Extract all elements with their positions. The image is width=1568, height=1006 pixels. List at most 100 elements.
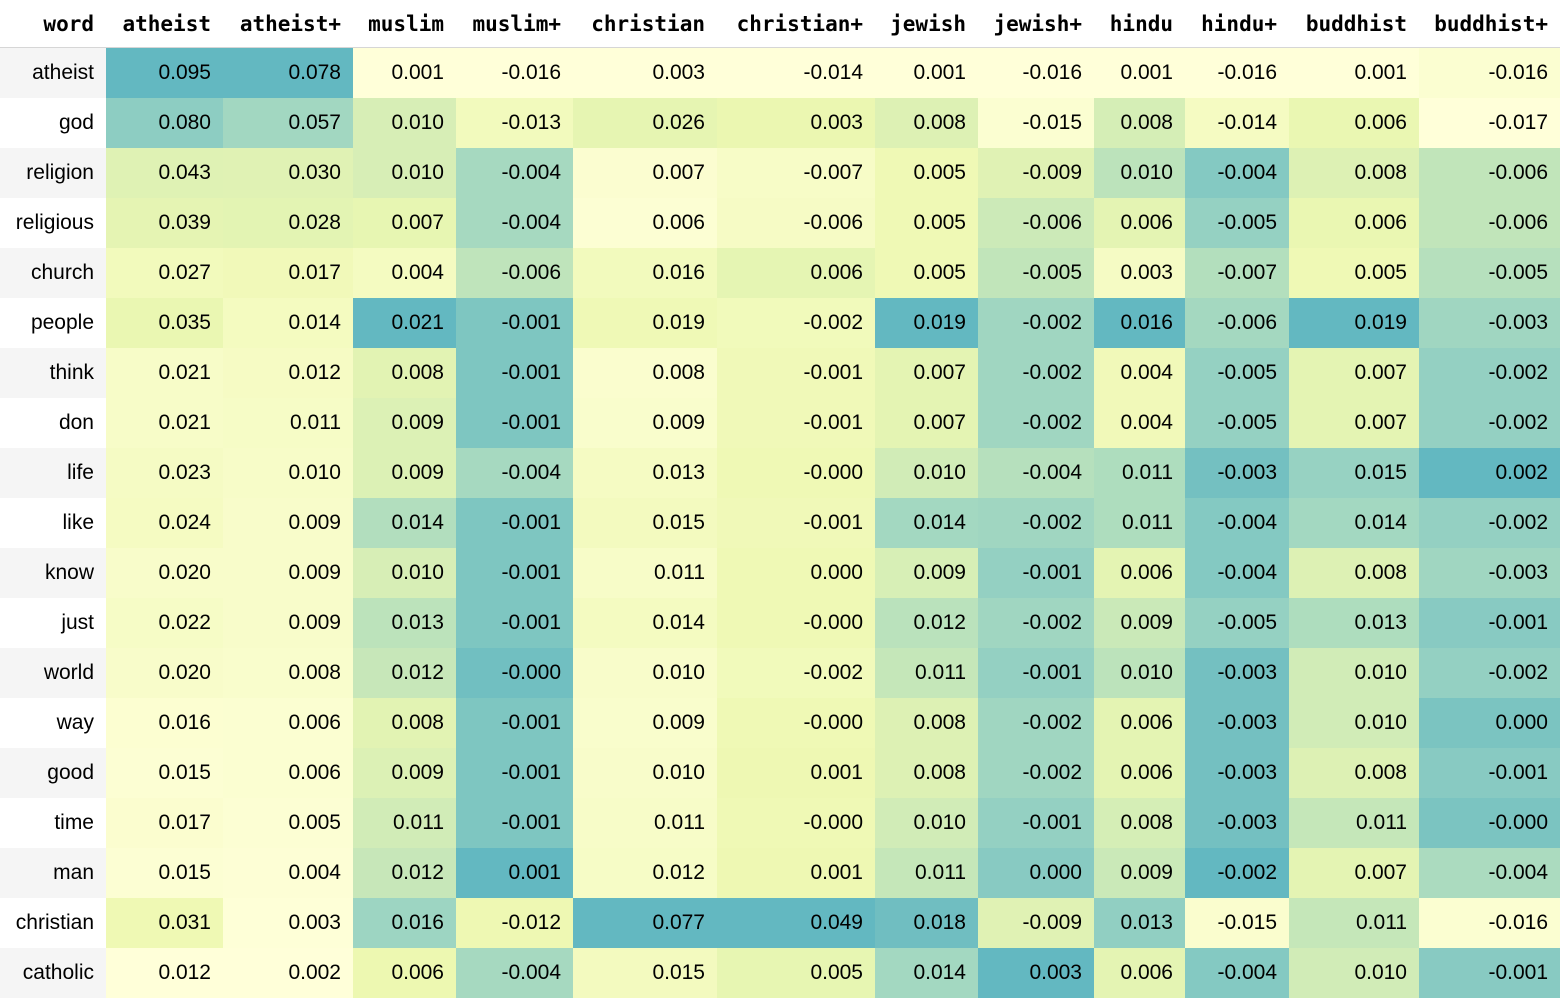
table-cell: 0.006 [223,698,353,748]
table-cell: -0.001 [978,548,1094,598]
table-cell: 0.014 [1289,498,1419,548]
row-label: time [0,798,106,848]
table-cell: 0.009 [573,698,717,748]
table-cell: 0.013 [1094,898,1185,948]
table-cell: -0.003 [1185,698,1289,748]
table-cell: 0.001 [456,848,573,898]
row-label: don [0,398,106,448]
table-row: way 0.016 0.006 0.008 -0.001 0.009 -0.000 0.008… [0,698,1560,748]
table-cell: 0.002 [1419,448,1560,498]
table-cell: 0.015 [573,498,717,548]
table-cell: -0.003 [1185,748,1289,798]
table-cell: 0.006 [353,948,456,998]
table-cell: 0.012 [106,948,223,998]
table-cell: 0.012 [353,648,456,698]
table-row: life 0.023 0.010 0.009 -0.004 0.013 -0.000 0.01… [0,448,1560,498]
table-cell: 0.014 [353,498,456,548]
table-cell: 0.010 [1289,948,1419,998]
table-cell: 0.008 [1094,798,1185,848]
table-cell: 0.003 [978,948,1094,998]
table-cell: -0.002 [717,648,875,698]
table-cell: -0.016 [1185,47,1289,98]
table-cell: 0.049 [717,898,875,948]
table-cell: 0.005 [1289,248,1419,298]
row-label: way [0,698,106,748]
table-cell: 0.008 [1094,98,1185,148]
table-cell: -0.004 [456,198,573,248]
table-cell: 0.078 [223,47,353,98]
column-header-muslim-plus: muslim+ [456,0,573,48]
table-cell: -0.004 [1419,848,1560,898]
table-cell: -0.004 [1185,548,1289,598]
table-cell: -0.004 [978,448,1094,498]
table-cell: -0.000 [717,698,875,748]
table-cell: 0.008 [223,648,353,698]
column-header-jewish: jewish [875,0,978,48]
table-cell: 0.019 [573,298,717,348]
table-cell: 0.043 [106,148,223,198]
column-header-christian-plus: christian+ [717,0,875,48]
table-cell: -0.005 [978,248,1094,298]
table-cell: -0.002 [1419,648,1560,698]
table-cell: 0.026 [573,98,717,148]
table-cell: 0.000 [1419,698,1560,748]
table-cell: 0.009 [353,398,456,448]
table-cell: 0.008 [875,98,978,148]
row-label: man [0,848,106,898]
table-cell: 0.010 [875,798,978,848]
table-cell: -0.002 [978,498,1094,548]
table-cell: 0.021 [353,298,456,348]
table-cell: 0.017 [223,248,353,298]
row-label: just [0,598,106,648]
table-cell: -0.015 [1185,898,1289,948]
table-cell: 0.019 [875,298,978,348]
table-cell: -0.005 [1419,248,1560,298]
table-cell: 0.039 [106,198,223,248]
table-cell: -0.000 [717,448,875,498]
table-cell: 0.009 [875,548,978,598]
table-cell: -0.007 [1185,248,1289,298]
table-cell: 0.011 [1289,898,1419,948]
table-cell: -0.006 [978,198,1094,248]
table-cell: -0.001 [978,648,1094,698]
table-cell: 0.021 [106,398,223,448]
row-label: catholic [0,948,106,998]
table-cell: 0.015 [106,848,223,898]
table-cell: 0.010 [1094,648,1185,698]
table-cell: 0.006 [573,198,717,248]
table-cell: 0.006 [1094,548,1185,598]
table-cell: -0.016 [456,47,573,98]
table-row: catholic 0.012 0.002 0.006 -0.004 0.015 0.005 0… [0,948,1560,998]
table-cell: -0.001 [717,398,875,448]
table-cell: 0.013 [1289,598,1419,648]
table-cell: 0.013 [573,448,717,498]
table-cell: 0.009 [223,548,353,598]
table-cell: -0.013 [456,98,573,148]
table-cell: -0.016 [1419,47,1560,98]
table-cell: -0.009 [978,898,1094,948]
table-cell: 0.010 [1094,148,1185,198]
table-cell: 0.012 [223,348,353,398]
row-label: atheist [0,47,106,98]
table-cell: 0.010 [875,448,978,498]
table-cell: 0.014 [573,598,717,648]
table-cell: 0.019 [1289,298,1419,348]
column-header-christian: christian [573,0,717,48]
table-row: like 0.024 0.009 0.014 -0.001 0.015 -0.001 0.01… [0,498,1560,548]
table-cell: -0.017 [1419,98,1560,148]
table-cell: 0.009 [223,498,353,548]
column-header-jewish-plus: jewish+ [978,0,1094,48]
table-row: just 0.022 0.009 0.013 -0.001 0.014 -0.000 0.01… [0,598,1560,648]
table-cell: 0.005 [875,248,978,298]
table-cell: -0.002 [1419,498,1560,548]
table-row: religion 0.043 0.030 0.010 -0.004 0.007 -0.007… [0,148,1560,198]
table-cell: -0.006 [1419,148,1560,198]
table-cell: 0.031 [106,898,223,948]
table-cell: -0.001 [456,398,573,448]
table-cell: 0.016 [353,898,456,948]
table-row: man 0.015 0.004 0.012 0.001 0.012 0.001 0.011 0.… [0,848,1560,898]
table-cell: 0.020 [106,648,223,698]
table-cell: -0.000 [456,648,573,698]
table-cell: 0.016 [106,698,223,748]
table-cell: 0.004 [1094,398,1185,448]
